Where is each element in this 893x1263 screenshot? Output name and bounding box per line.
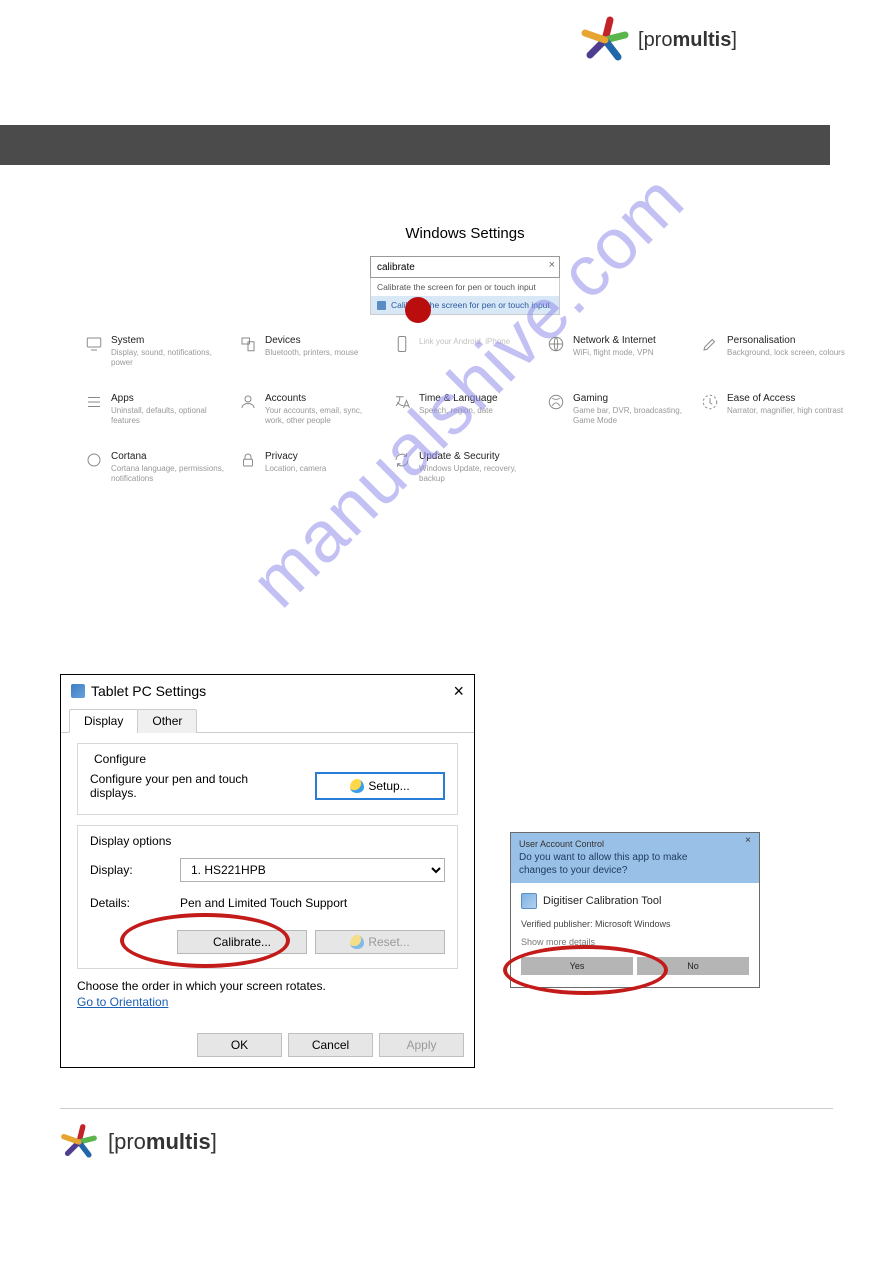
settings-title: Windows Settings — [85, 225, 845, 242]
dialog-tabs: Display Other — [61, 708, 474, 733]
page-footer: [promultis] — [60, 1108, 833, 1181]
globe-icon — [547, 335, 565, 353]
cat-accounts[interactable]: AccountsYour accounts, email, sync, work… — [239, 393, 383, 425]
search-result-1[interactable]: Calibrate the screen for pen or touch in… — [371, 278, 559, 296]
configure-text: Configure your pen and touch displays. — [90, 772, 295, 800]
uac-question: Do you want to allow this app to make ch… — [519, 851, 709, 877]
cat-network[interactable]: Network & InternetWiFi, flight mode, VPN — [547, 335, 691, 367]
settings-categories: SystemDisplay, sound, notifications, pow… — [85, 335, 845, 484]
phone-icon — [393, 335, 411, 353]
display-select[interactable]: 1. HS221HPB — [180, 858, 445, 882]
hands-icon — [580, 15, 630, 65]
uac-yes-button[interactable]: Yes — [521, 957, 633, 975]
uac-dialog: User Account Control Do you want to allo… — [510, 832, 760, 988]
shield-icon — [350, 935, 364, 949]
display-options-group: Display options Display: 1. HS221HPB Det… — [77, 825, 458, 969]
hands-icon — [60, 1123, 98, 1161]
cat-phone[interactable]: Link your Android, iPhone — [393, 335, 537, 367]
cat-cortana[interactable]: CortanaCortana language, permissions, no… — [85, 451, 229, 483]
details-label: Details: — [90, 896, 180, 910]
brand-text: [promultis] — [638, 29, 737, 52]
cat-gaming[interactable]: GamingGame bar, DVR, broadcasting, Game … — [547, 393, 691, 425]
configure-group: Configure Configure your pen and touch d… — [77, 743, 458, 815]
cat-time[interactable]: Time & LanguageSpeech, region, date — [393, 393, 537, 425]
clear-search-icon[interactable]: × — [549, 259, 555, 271]
setup-button[interactable]: Setup... — [315, 772, 445, 800]
tablet-dialog-icon — [71, 684, 85, 698]
language-icon — [393, 393, 411, 411]
cat-system[interactable]: SystemDisplay, sound, notifications, pow… — [85, 335, 229, 367]
uac-no-button[interactable]: No — [637, 957, 749, 975]
close-icon[interactable]: × — [453, 681, 464, 702]
ease-icon — [701, 393, 719, 411]
search-dropdown: Calibrate the screen for pen or touch in… — [370, 278, 560, 315]
cat-ease[interactable]: Ease of AccessNarrator, magnifier, high … — [701, 393, 845, 425]
search-input[interactable] — [370, 256, 560, 278]
orientation-link[interactable]: Go to Orientation — [77, 995, 168, 1009]
display-label: Display: — [90, 863, 180, 877]
cat-apps[interactable]: AppsUninstall, defaults, optional featur… — [85, 393, 229, 425]
windows-settings-area: Windows Settings × Calibrate the screen … — [85, 225, 845, 484]
details-value: Pen and Limited Touch Support — [180, 896, 347, 910]
brush-icon — [701, 335, 719, 353]
cancel-button[interactable]: Cancel — [288, 1033, 373, 1057]
uac-app-icon — [521, 893, 537, 909]
person-icon — [239, 393, 257, 411]
tablet-pc-dialog: Tablet PC Settings × Display Other Confi… — [60, 674, 475, 1068]
calibrate-button[interactable]: Calibrate... — [177, 930, 307, 954]
rotate-order-text: Choose the order in which your screen ro… — [77, 979, 458, 993]
monitor-icon — [85, 335, 103, 353]
result-icon — [377, 301, 386, 310]
brand-text: [promultis] — [108, 1129, 217, 1155]
tab-other[interactable]: Other — [137, 709, 197, 733]
lock-icon — [239, 451, 257, 469]
uac-publisher: Verified publisher: Microsoft Windows — [521, 919, 749, 929]
xbox-icon — [547, 393, 565, 411]
update-icon — [393, 451, 411, 469]
uac-title: User Account Control — [519, 839, 751, 849]
devices-icon — [239, 335, 257, 353]
uac-app-name: Digitiser Calibration Tool — [543, 895, 661, 907]
brand-logo: [promultis] — [580, 15, 737, 65]
tablet-dialog-title: Tablet PC Settings — [91, 683, 206, 699]
page-header: [promultis] — [0, 0, 893, 80]
reset-button[interactable]: Reset... — [315, 930, 445, 954]
ok-button[interactable]: OK — [197, 1033, 282, 1057]
tab-display[interactable]: Display — [69, 709, 138, 733]
cat-devices[interactable]: DevicesBluetooth, printers, mouse — [239, 335, 383, 367]
cat-personalisation[interactable]: PersonalisationBackground, lock screen, … — [701, 335, 845, 367]
cortana-icon — [85, 451, 103, 469]
apply-button[interactable]: Apply — [379, 1033, 464, 1057]
cat-privacy[interactable]: PrivacyLocation, camera — [239, 451, 383, 483]
highlight-dot — [405, 297, 431, 323]
uac-more-details[interactable]: Show more details — [521, 937, 749, 947]
apps-icon — [85, 393, 103, 411]
uac-close-icon[interactable]: × — [741, 835, 755, 849]
search-result-2[interactable]: Calibrate the screen for pen or touch in… — [371, 296, 559, 314]
shield-icon — [350, 779, 364, 793]
cat-update[interactable]: Update & SecurityWindows Update, recover… — [393, 451, 537, 483]
section-bar — [0, 125, 830, 165]
